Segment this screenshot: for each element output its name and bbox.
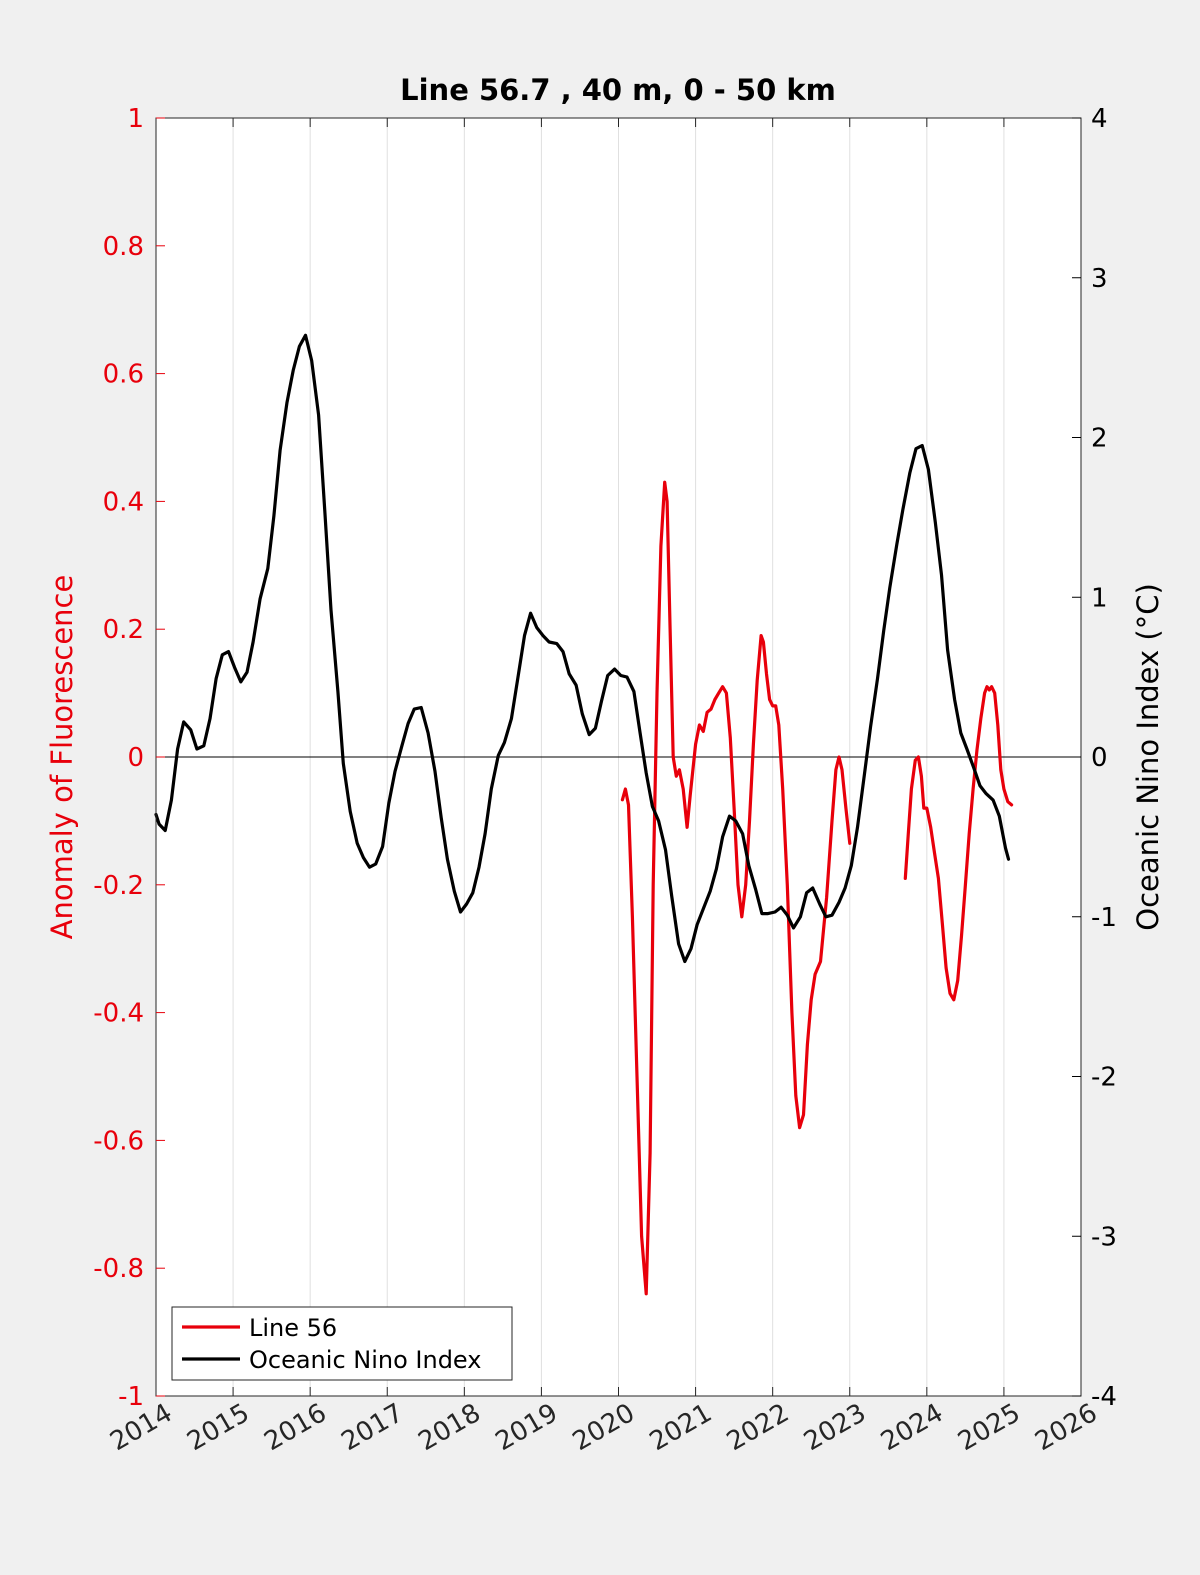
legend-box	[171, 1306, 513, 1381]
y2-tick-label: -2	[1091, 1063, 1117, 1093]
chart-title: Line 56.7 , 40 m, 0 - 50 km	[400, 73, 836, 107]
y-tick-label: 0	[127, 743, 144, 773]
y2-tick-label: -3	[1091, 1222, 1117, 1252]
left-y-axis-ticks: 1 0.8 0.6 0.4 0.2 0 -0.2 -0.4 -0.6 -0.8 -1	[93, 104, 165, 1412]
y2-tick-label: 4	[1091, 104, 1108, 134]
y-tick-label: 0.2	[103, 615, 144, 645]
y2-tick-label: 2	[1091, 424, 1108, 454]
series-line56	[620, 480, 1014, 1296]
y-tick-label: 0.8	[103, 232, 144, 262]
left-y-axis-label: Anomaly of Fluorescence	[45, 575, 79, 940]
y2-tick-label: -1	[1091, 903, 1117, 933]
y-tick-label: 0.6	[103, 360, 144, 390]
y-tick-label: -0.6	[93, 1126, 144, 1156]
series-oceanic-nino-index	[154, 333, 1011, 964]
y2-tick-label: -4	[1091, 1382, 1117, 1412]
series-line	[154, 333, 1011, 964]
right-y-axis-label: Oceanic Nino Index (°C)	[1131, 583, 1165, 931]
y-tick-label: 0.4	[103, 487, 144, 517]
right-y-axis-ticks: 4 3 2 1 0 -1 -2 -3 -4	[1072, 104, 1117, 1412]
legend: Line 56 Oceanic Nino Index	[171, 1306, 513, 1381]
y-tick-label: -0.8	[93, 1254, 144, 1284]
y2-tick-label: 0	[1091, 743, 1108, 773]
y-tick-label: -0.4	[93, 999, 144, 1029]
y2-tick-label: 1	[1091, 583, 1108, 613]
series-line	[620, 480, 852, 1296]
y2-tick-label: 3	[1091, 264, 1108, 294]
y-tick-label: -0.2	[93, 871, 144, 901]
series-line	[903, 685, 1014, 1002]
legend-line56-label: Line 56	[249, 1314, 337, 1342]
series-layer	[154, 333, 1014, 1296]
legend-oni-label: Oceanic Nino Index	[249, 1346, 481, 1374]
y-tick-label: -1	[118, 1382, 144, 1412]
y-tick-label: 1	[127, 104, 144, 134]
